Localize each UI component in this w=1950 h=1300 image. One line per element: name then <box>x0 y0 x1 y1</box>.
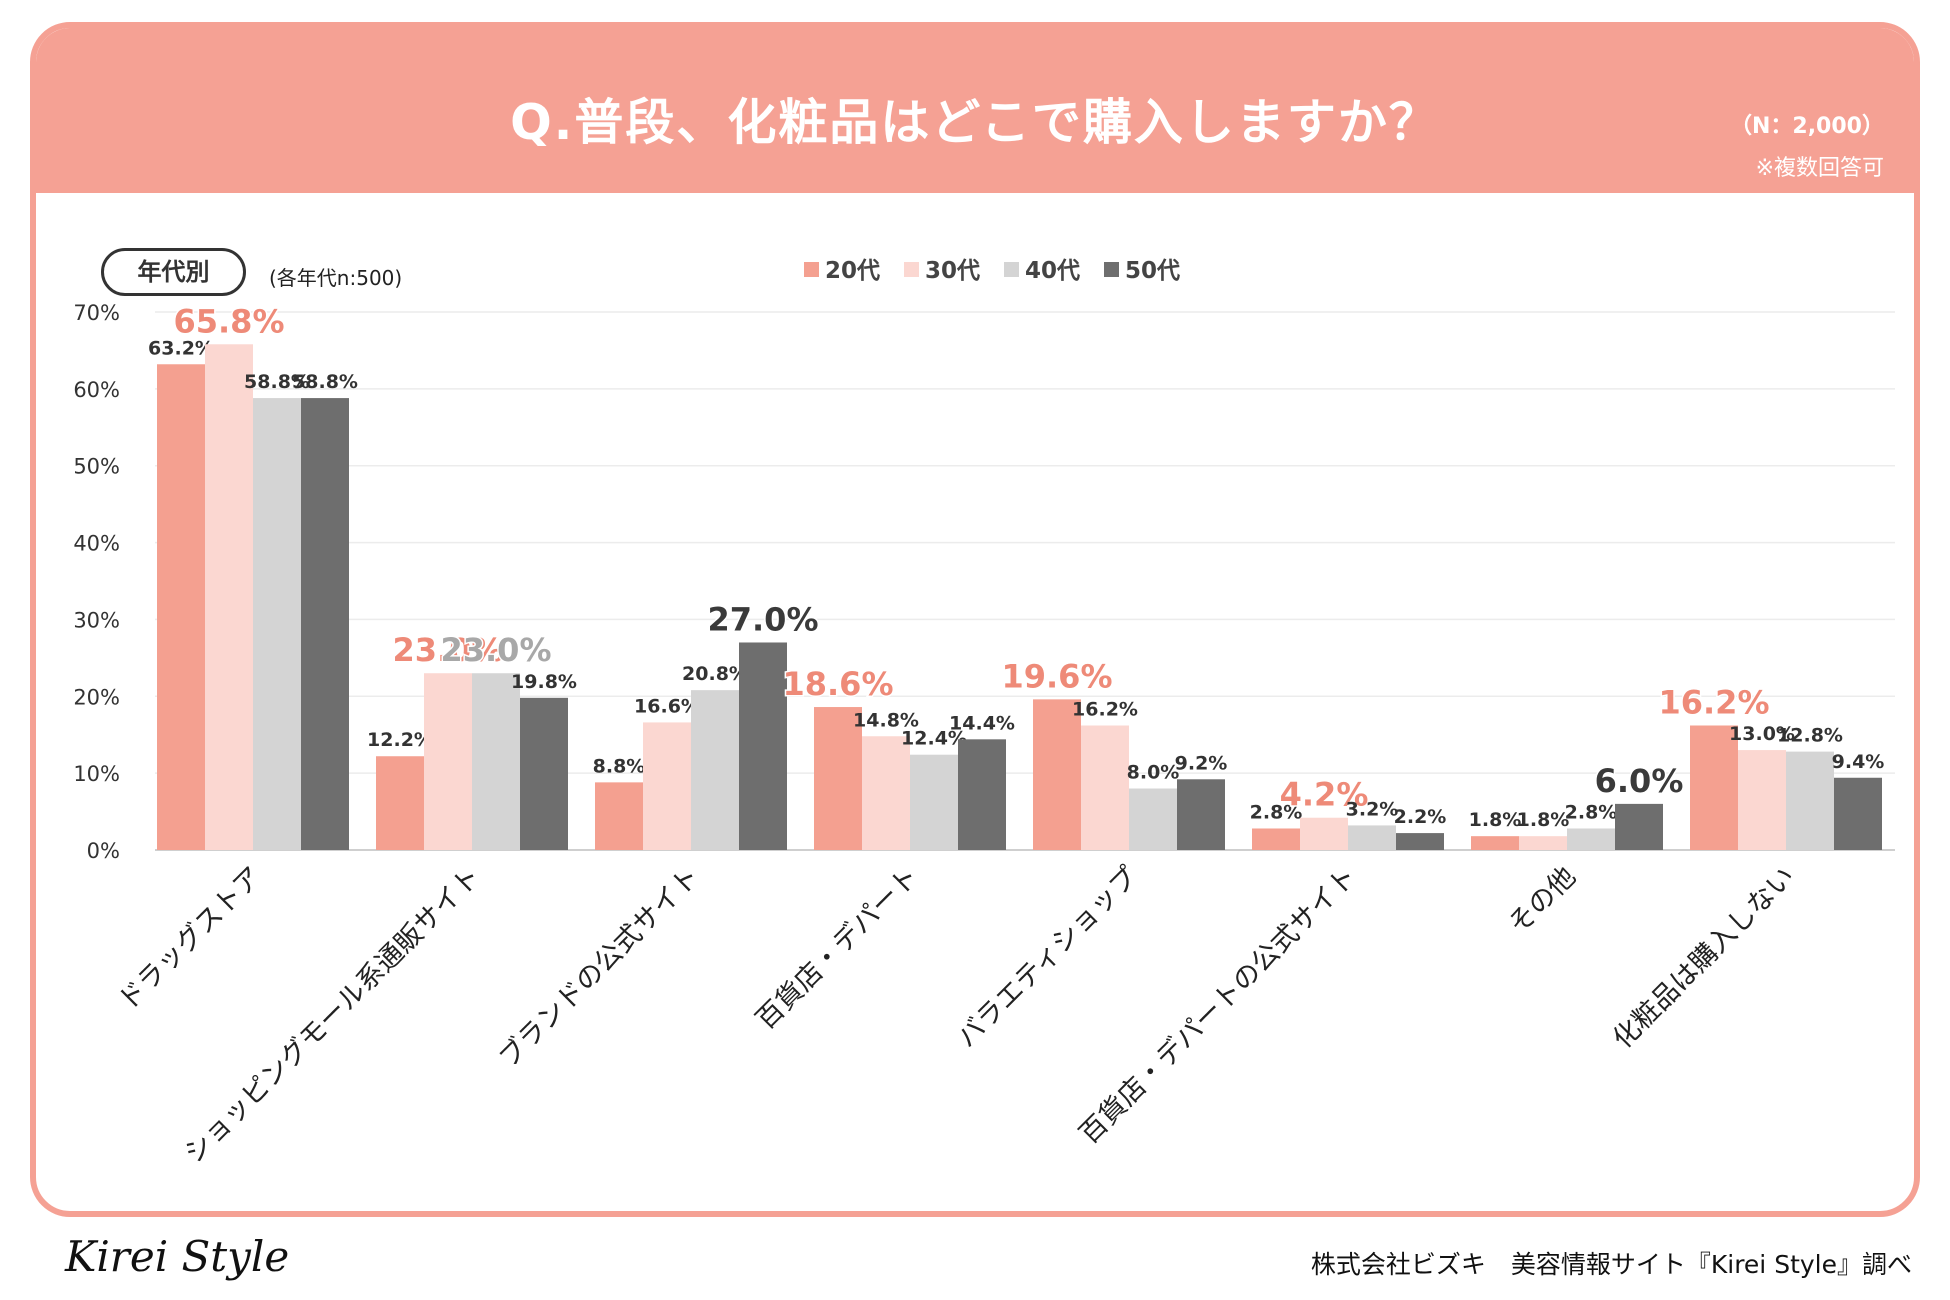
bar-40代-1 <box>472 673 520 850</box>
data-label-40代-1: 23.0% <box>440 631 551 669</box>
data-label-30代-5: 4.2% <box>1280 776 1369 814</box>
legend-label-30代: 30代 <box>925 258 980 284</box>
bar-20代-3 <box>814 707 862 850</box>
data-label-20代-3: 18.6% <box>782 665 893 703</box>
legend-label-20代: 20代 <box>825 258 880 284</box>
category-label-2: ブランドの公式サイト <box>493 861 706 1074</box>
data-label-50代-6: 6.0% <box>1595 762 1684 800</box>
data-label-50代-5: 2.2% <box>1394 806 1447 828</box>
bar-30代-1 <box>424 673 472 850</box>
legend-label-50代: 50代 <box>1125 258 1180 284</box>
data-label-30代-6: 1.8% <box>1517 809 1570 831</box>
y-tick-label: 60% <box>73 378 120 402</box>
bar-30代-0 <box>205 344 253 850</box>
data-label-50代-3: 14.4% <box>949 712 1015 734</box>
data-label-20代-5: 2.8% <box>1250 801 1303 823</box>
data-label-50代-7: 9.4% <box>1832 751 1885 773</box>
bar-20代-2 <box>595 782 643 850</box>
bar-50代-4 <box>1177 779 1225 850</box>
data-label-40代-5: 3.2% <box>1346 798 1399 820</box>
data-label-40代-4: 8.0% <box>1127 762 1180 784</box>
multiple-answer-note: ※複数回答可 <box>1755 156 1884 181</box>
y-tick-label: 30% <box>73 608 120 632</box>
bar-20代-0 <box>157 364 205 850</box>
data-label-20代-1: 12.2% <box>367 729 433 751</box>
data-label-50代-2: 27.0% <box>707 600 818 638</box>
data-label-20代-2: 8.8% <box>593 755 646 777</box>
sample-size-label: （N：2,000） <box>1729 114 1884 139</box>
category-label-7: 化粧品は購入しない <box>1607 861 1801 1055</box>
data-label-50代-4: 9.2% <box>1175 752 1228 774</box>
bar-20代-5 <box>1252 828 1300 850</box>
legend-swatch-50代 <box>1104 262 1119 277</box>
y-tick-label: 20% <box>73 685 120 709</box>
bar-20代-4 <box>1033 699 1081 850</box>
data-label-30代-0: 65.8% <box>173 302 284 340</box>
data-label-40代-7: 12.8% <box>1777 725 1843 747</box>
legend-label-40代: 40代 <box>1025 258 1080 284</box>
age-group-badge: 年代別 <box>101 248 246 296</box>
category-label-4: バラエティショップ <box>951 861 1144 1054</box>
kirei-style-logo: Kirei Style <box>65 1232 290 1281</box>
data-label-50代-0: 58.8% <box>292 371 358 393</box>
bar-50代-0 <box>301 398 349 850</box>
bar-30代-3 <box>862 736 910 850</box>
chart-title: Q.普段、化粧品はどこで購入しますか？ <box>510 94 1440 151</box>
subsample-label: (各年代n:500) <box>269 266 403 290</box>
bar-40代-7 <box>1786 751 1834 850</box>
bar-50代-1 <box>520 697 568 850</box>
data-label-40代-0: 58.8% <box>244 371 310 393</box>
category-label-6: その他 <box>1503 861 1582 940</box>
bar-40代-3 <box>910 754 958 850</box>
data-label-40代-6: 2.8% <box>1565 801 1618 823</box>
bar-40代-0 <box>253 398 301 850</box>
data-label-20代-4: 19.6% <box>1001 657 1112 695</box>
bar-chart: 0% 10% 20% 30% 40% 50% 60% 70% 20代 30代 40代 50代 63.2%… <box>73 258 1895 1169</box>
bar-30代-5 <box>1300 817 1348 850</box>
category-label-0: ドラッグストア <box>112 861 268 1017</box>
data-label-50代-1: 19.8% <box>511 671 577 693</box>
bar-30代-6 <box>1519 836 1567 850</box>
bar-50代-7 <box>1834 777 1882 850</box>
y-tick-label: 70% <box>73 301 120 325</box>
bar-50代-3 <box>958 739 1006 850</box>
bar-50代-6 <box>1615 803 1663 850</box>
bar-20代-1 <box>376 756 424 850</box>
y-tick-label: 10% <box>73 762 120 786</box>
bar-30代-2 <box>643 722 691 850</box>
data-label-40代-2: 20.8% <box>682 663 748 685</box>
y-tick-label: 0% <box>87 839 120 863</box>
data-label-20代-7: 16.2% <box>1658 683 1769 721</box>
bar-40代-6 <box>1567 828 1615 850</box>
bar-40代-2 <box>691 690 739 850</box>
y-tick-label: 50% <box>73 455 120 479</box>
bar-30代-7 <box>1738 750 1786 850</box>
bar-40代-4 <box>1129 788 1177 850</box>
legend-swatch-30代 <box>904 262 919 277</box>
bar-20代-6 <box>1471 836 1519 850</box>
bar-40代-5 <box>1348 825 1396 850</box>
category-label-3: 百貨店・デパート <box>750 861 925 1036</box>
bar-50代-2 <box>739 642 787 850</box>
bar-20代-7 <box>1690 725 1738 850</box>
data-label-20代-6: 1.8% <box>1469 809 1522 831</box>
data-label-30代-4: 16.2% <box>1072 698 1138 720</box>
legend-swatch-20代 <box>804 262 819 277</box>
data-label-30代-3: 14.8% <box>853 709 919 731</box>
data-label-20代-0: 63.2% <box>148 337 214 359</box>
legend-swatch-40代 <box>1004 262 1019 277</box>
data-label-30代-2: 16.6% <box>634 695 700 717</box>
data-label-30代-1: 23.0% <box>392 631 503 669</box>
bar-30代-4 <box>1081 725 1129 850</box>
bar-50代-5 <box>1396 833 1444 850</box>
data-label-40代-3: 12.4% <box>901 728 967 750</box>
survey-credit: 株式会社ビズキ 美容情報サイト『Kirei Style』調べ <box>1310 1250 1912 1279</box>
data-label-30代-7: 13.0% <box>1729 723 1795 745</box>
title-banner: Q.普段、化粧品はどこで購入しますか？ （N：2,000） ※複数回答可 <box>36 28 1914 193</box>
y-tick-label: 40% <box>73 532 120 556</box>
